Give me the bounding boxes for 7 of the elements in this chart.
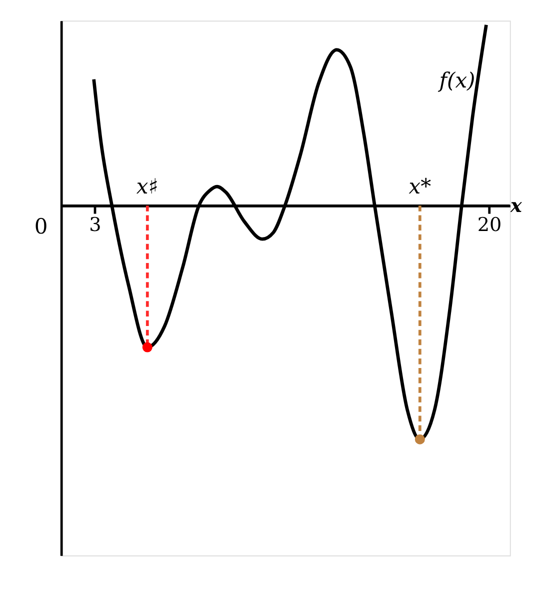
x-tick-label: 20: [477, 212, 502, 236]
annotation: x♯: [136, 174, 158, 198]
text: 0: [34, 214, 48, 238]
annotation: f(x): [437, 68, 476, 92]
annotation: x*: [408, 174, 432, 198]
x-tick-label: 3: [89, 212, 102, 236]
x-axis-title: x: [509, 194, 522, 217]
